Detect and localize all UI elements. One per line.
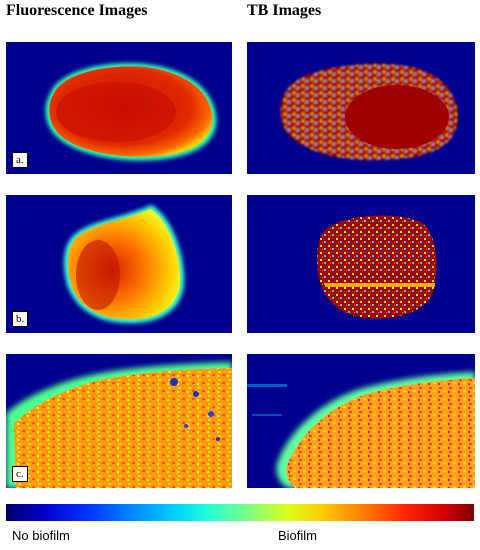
colorbar-right-label: Biofilm: [278, 528, 318, 543]
tb-image-b: [247, 195, 475, 333]
fluorescence-header: Fluorescence Images: [6, 2, 148, 19]
colorbar-left-label: No biofilm: [12, 528, 70, 543]
tb-header: TB Images: [247, 2, 322, 19]
row-label-b: b.: [12, 311, 29, 327]
fluorescence-image-a: a.: [6, 42, 232, 174]
fluorescence-image-b: b.: [6, 195, 232, 333]
tb-image-a: [247, 42, 475, 174]
row-label-a: a.: [12, 152, 28, 168]
colorbar: [6, 504, 474, 521]
row-label-c: c.: [12, 466, 28, 482]
fluorescence-image-c: c.: [6, 354, 232, 488]
tb-image-c: [247, 354, 475, 488]
